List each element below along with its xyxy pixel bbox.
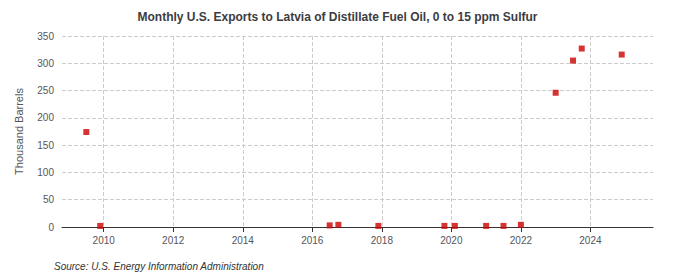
svg-text:150: 150 <box>37 140 54 151</box>
svg-text:2020: 2020 <box>440 235 463 246</box>
svg-text:300: 300 <box>37 58 54 69</box>
svg-text:350: 350 <box>37 31 54 42</box>
svg-text:Monthly U.S. Exports to Latvia: Monthly U.S. Exports to Latvia of Distil… <box>137 10 537 24</box>
svg-text:2022: 2022 <box>510 235 533 246</box>
svg-text:250: 250 <box>37 85 54 96</box>
svg-text:2016: 2016 <box>301 235 324 246</box>
svg-text:0: 0 <box>48 222 54 233</box>
svg-text:50: 50 <box>43 194 55 205</box>
svg-text:Thousand Barrels: Thousand Barrels <box>13 88 25 175</box>
svg-text:Source: U.S. Energy Informatio: Source: U.S. Energy Information Administ… <box>54 261 264 272</box>
svg-text:2014: 2014 <box>232 235 255 246</box>
svg-text:100: 100 <box>37 167 54 178</box>
svg-text:2018: 2018 <box>371 235 394 246</box>
svg-text:2024: 2024 <box>579 235 602 246</box>
svg-text:200: 200 <box>37 112 54 123</box>
svg-text:2012: 2012 <box>162 235 185 246</box>
svg-text:2010: 2010 <box>93 235 116 246</box>
